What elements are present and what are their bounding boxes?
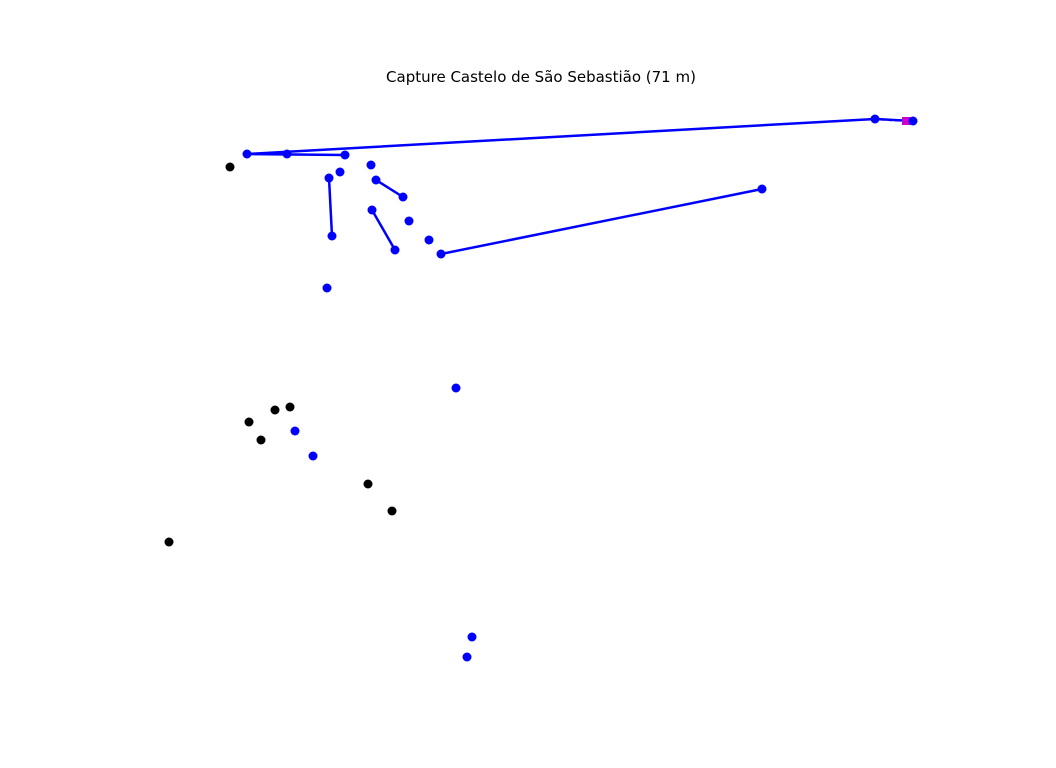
unvisited-waypoint — [244, 417, 254, 427]
visited-waypoint — [366, 160, 376, 170]
visited-waypoint — [290, 426, 300, 436]
visited-waypoint — [335, 167, 345, 177]
visited-waypoint — [436, 249, 446, 259]
visited-waypoint — [390, 245, 400, 255]
visited-waypoint — [908, 116, 918, 126]
visited-waypoint — [340, 150, 350, 160]
visited-waypoint — [324, 173, 334, 183]
visited-waypoint — [242, 149, 252, 159]
unvisited-waypoint — [363, 479, 373, 489]
unvisited-waypoint — [164, 537, 174, 547]
route-segment — [245, 152, 347, 157]
visited-waypoint — [308, 451, 318, 461]
visited-waypoint — [322, 283, 332, 293]
unvisited-waypoint — [225, 162, 235, 172]
route-segment — [370, 208, 397, 252]
visited-waypoint — [282, 149, 292, 159]
visited-waypoint — [367, 205, 377, 215]
unvisited-waypoint — [270, 405, 280, 415]
target-marker — [902, 117, 912, 125]
unvisited-waypoint — [256, 435, 266, 445]
visited-waypoint — [371, 175, 381, 185]
visited-waypoint — [404, 216, 414, 226]
map-title: Capture Castelo de São Sebastião (71 m) — [386, 68, 696, 86]
route-segment — [245, 117, 877, 156]
visited-waypoint — [462, 652, 472, 662]
route-segment — [327, 176, 334, 238]
route-segment — [439, 187, 764, 256]
visited-waypoint — [757, 184, 767, 194]
unvisited-waypoint — [285, 402, 295, 412]
visited-waypoint — [451, 383, 461, 393]
unvisited-waypoint — [387, 506, 397, 516]
visited-waypoint — [398, 192, 408, 202]
route-segment — [374, 178, 405, 199]
visited-waypoint — [424, 235, 434, 245]
visited-waypoint — [327, 231, 337, 241]
visited-waypoint — [467, 632, 477, 642]
visited-waypoint — [870, 114, 880, 124]
